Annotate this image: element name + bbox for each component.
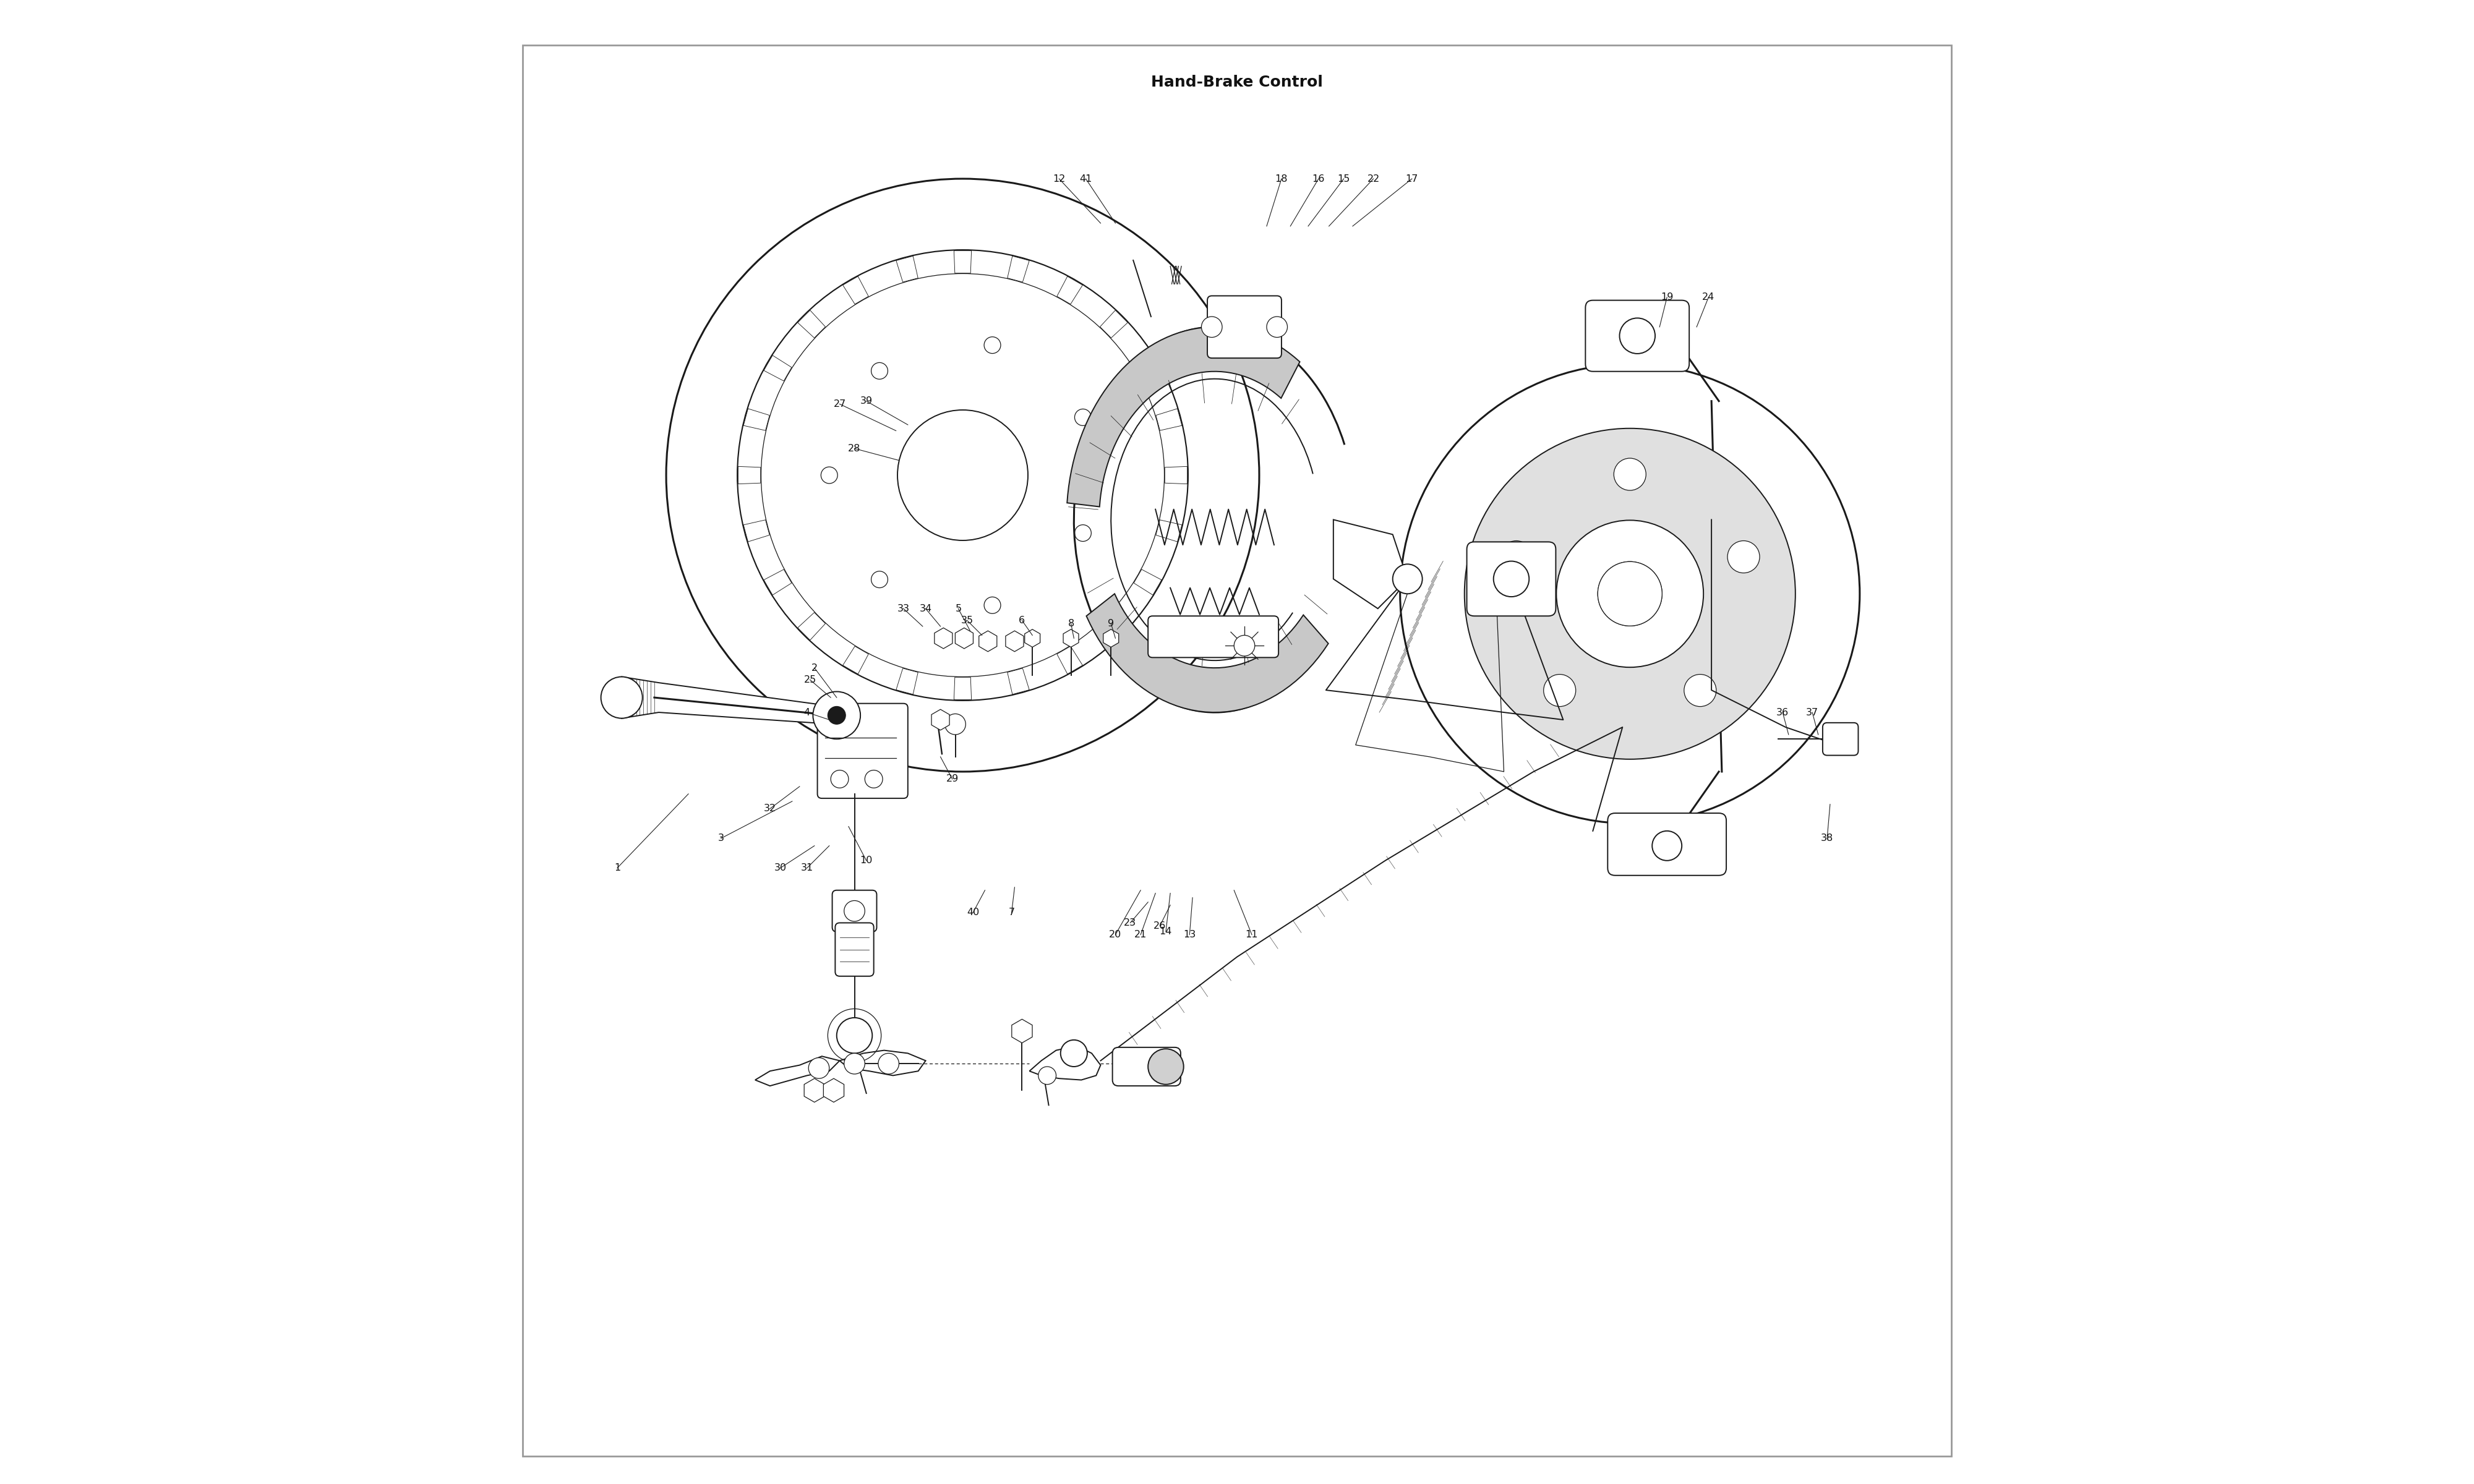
Text: 23: 23 [1123,919,1136,927]
Text: 37: 37 [1806,708,1818,717]
Circle shape [1074,410,1091,426]
Circle shape [985,337,999,353]
Text: 12: 12 [1054,174,1066,184]
Polygon shape [1066,326,1299,506]
Circle shape [1074,525,1091,542]
Text: 33: 33 [898,604,910,613]
Text: 17: 17 [1405,174,1418,184]
Polygon shape [621,677,834,724]
Circle shape [836,1018,873,1054]
Text: 39: 39 [861,396,873,405]
Text: 2: 2 [811,663,816,672]
Polygon shape [821,727,873,779]
Text: 20: 20 [1108,930,1121,939]
Circle shape [1039,1067,1056,1085]
Text: 8: 8 [1069,619,1074,628]
Text: 1: 1 [614,864,621,873]
Circle shape [1620,318,1655,353]
Text: 26: 26 [1153,922,1165,930]
Circle shape [871,362,888,380]
Circle shape [809,1058,829,1079]
Circle shape [1653,831,1682,861]
Text: 34: 34 [920,604,933,613]
Circle shape [1727,540,1759,573]
Text: 10: 10 [861,856,873,865]
Circle shape [1148,1049,1183,1085]
Circle shape [1613,459,1645,490]
Circle shape [844,901,866,922]
Circle shape [1494,561,1529,597]
Text: 6: 6 [1019,616,1024,625]
Circle shape [1061,1040,1086,1067]
Circle shape [821,467,839,484]
Text: 41: 41 [1079,174,1091,184]
Text: 36: 36 [1776,708,1789,717]
FancyBboxPatch shape [1823,723,1858,755]
Text: 32: 32 [764,804,777,813]
Text: 40: 40 [967,908,980,917]
Circle shape [814,692,861,739]
Circle shape [601,677,643,718]
Polygon shape [839,1051,925,1076]
FancyBboxPatch shape [1608,813,1727,876]
Polygon shape [1086,594,1329,712]
FancyBboxPatch shape [1207,295,1282,358]
Text: 30: 30 [774,864,787,873]
Circle shape [1267,316,1286,337]
Circle shape [1598,561,1663,626]
Text: Hand-Brake Control: Hand-Brake Control [1150,76,1324,91]
FancyBboxPatch shape [831,890,876,932]
Text: 16: 16 [1311,174,1326,184]
Text: 11: 11 [1244,930,1259,939]
Text: 19: 19 [1660,292,1672,301]
Circle shape [844,1054,866,1074]
FancyBboxPatch shape [836,923,873,976]
Text: 21: 21 [1133,930,1148,939]
Text: 4: 4 [804,708,809,717]
Circle shape [878,1054,898,1074]
Text: 14: 14 [1160,927,1173,936]
Text: 24: 24 [1702,292,1714,301]
Text: 5: 5 [955,604,962,613]
Polygon shape [755,1057,839,1086]
Text: 18: 18 [1274,174,1289,184]
Text: 7: 7 [1009,908,1014,917]
FancyBboxPatch shape [1586,300,1690,371]
Text: 31: 31 [802,864,814,873]
Circle shape [831,770,849,788]
Polygon shape [1333,519,1408,608]
Circle shape [1544,674,1576,706]
Text: 28: 28 [849,444,861,453]
Text: 15: 15 [1338,174,1351,184]
FancyBboxPatch shape [1113,1048,1180,1086]
FancyBboxPatch shape [1467,542,1556,616]
Circle shape [1393,564,1423,594]
Circle shape [1465,429,1796,760]
Text: 25: 25 [804,675,816,684]
FancyBboxPatch shape [816,703,908,798]
FancyBboxPatch shape [1148,616,1279,657]
Polygon shape [1029,1046,1101,1080]
Circle shape [1556,521,1705,668]
Circle shape [866,770,883,788]
Circle shape [1685,674,1717,706]
Circle shape [829,706,846,724]
Circle shape [1598,561,1663,626]
Text: 3: 3 [717,834,725,843]
Text: 38: 38 [1821,834,1833,843]
Circle shape [1499,540,1531,573]
Circle shape [1202,316,1222,337]
Circle shape [985,597,999,613]
Text: 35: 35 [960,616,972,625]
Circle shape [945,714,965,735]
Circle shape [1235,635,1254,656]
Text: 27: 27 [834,399,846,408]
Text: 29: 29 [945,775,957,784]
Text: 9: 9 [1108,619,1113,628]
Text: 13: 13 [1183,930,1195,939]
Circle shape [871,571,888,588]
Text: 22: 22 [1368,174,1380,184]
